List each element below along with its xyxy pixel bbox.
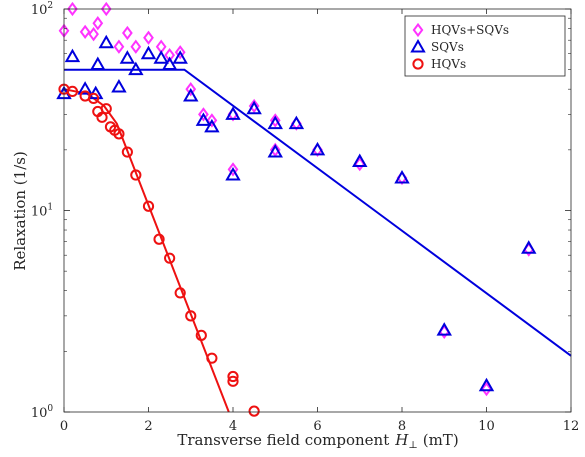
diamond-point xyxy=(67,1,78,17)
y-axis-label-group: Relaxation (1/s) xyxy=(11,151,29,271)
triangle-point xyxy=(98,34,114,49)
triangle-point xyxy=(478,377,495,392)
diamond-point xyxy=(113,39,125,54)
fit-line-0 xyxy=(64,68,572,357)
triangle-point xyxy=(309,141,326,156)
diamond-point xyxy=(92,16,104,31)
fit-line-1 xyxy=(63,88,230,413)
y-tick-label-0: 100 xyxy=(31,404,54,421)
y-axis-label: Relaxation (1/s) xyxy=(11,151,29,271)
diamond-point xyxy=(143,30,154,45)
x-axis-label-subscript: ⊥ xyxy=(408,440,417,451)
x-tick-label-4: 8 xyxy=(398,419,406,434)
circle-point xyxy=(130,169,142,181)
diamond-point xyxy=(130,39,142,54)
legend-marker-diamond xyxy=(412,22,424,38)
triangle-point xyxy=(204,118,220,133)
legend-label-diamond: HQVs+SQVs xyxy=(431,23,509,37)
legend-label-circle: HQVs xyxy=(431,57,466,71)
diamond-point xyxy=(164,48,175,63)
legend: HQVs+SQVs SQVs HQVs xyxy=(404,15,566,77)
circle-point xyxy=(142,200,155,212)
diamond-point xyxy=(88,27,99,42)
diamond-point xyxy=(481,381,492,397)
triangle-point xyxy=(246,100,262,115)
diamond-point xyxy=(100,1,112,17)
triangle-point xyxy=(153,50,169,64)
triangle-point xyxy=(140,45,157,60)
diamond-point xyxy=(121,25,133,41)
y-tick-label-1: 101 xyxy=(31,203,53,220)
triangle-point xyxy=(172,50,188,64)
circle-point xyxy=(66,85,79,98)
triangle-point xyxy=(119,50,136,64)
series-triangle xyxy=(56,34,537,392)
legend-box xyxy=(404,15,566,77)
circle-point xyxy=(174,287,186,299)
triangle-point xyxy=(195,112,212,126)
circle-point xyxy=(227,375,239,387)
series-circle xyxy=(58,83,260,417)
triangle-point xyxy=(111,79,127,93)
x-tick-label-1: 2 xyxy=(144,419,152,434)
circle-point xyxy=(195,329,207,341)
diamond-point xyxy=(269,113,281,128)
triangle-point xyxy=(161,56,178,71)
triangle-point xyxy=(64,48,81,63)
triangle-point xyxy=(183,87,199,102)
x-tick-label-5: 10 xyxy=(478,419,495,434)
triangle-point xyxy=(267,115,283,130)
circle-point xyxy=(121,146,133,158)
x-axis-label: Transverse field component H⊥ (mT) xyxy=(177,431,458,451)
circle-point xyxy=(227,370,239,383)
circle-point xyxy=(164,252,176,264)
diamond-point xyxy=(227,162,239,177)
circle-point xyxy=(113,128,125,140)
triangle-point xyxy=(288,115,305,130)
fit-lines xyxy=(63,68,572,413)
y-tick-label-2: 102 xyxy=(31,1,53,18)
x-axis-label-text: Transverse field component xyxy=(177,431,389,449)
legend-marker-triangle xyxy=(410,38,426,53)
data-points xyxy=(56,1,537,417)
axis-ticks: 0 2 4 6 8 10 12 100 101 102 xyxy=(31,1,579,434)
triangle-point xyxy=(436,322,452,336)
circle-point xyxy=(100,103,112,115)
x-axis-label-unit: (mT) xyxy=(423,431,459,449)
x-tick-label-3: 6 xyxy=(313,419,321,434)
circle-point xyxy=(185,310,197,322)
circle-point xyxy=(96,111,108,123)
circle-point xyxy=(153,233,165,245)
x-tick-label-2: 4 xyxy=(229,419,237,434)
legend-marker-circle xyxy=(412,58,424,70)
diamond-point xyxy=(198,107,209,122)
diamond-point xyxy=(206,113,218,128)
triangle-point xyxy=(225,167,241,181)
triangle-point xyxy=(128,61,144,76)
diamond-point xyxy=(248,98,260,114)
diamond-point xyxy=(174,45,186,60)
diamond-point xyxy=(79,24,91,40)
x-tick-label-0: 0 xyxy=(60,419,68,434)
circle-point xyxy=(248,405,260,417)
triangle-point xyxy=(77,81,93,95)
legend-label-triangle: SQVs xyxy=(431,40,464,54)
x-tick-label-6: 12 xyxy=(563,419,580,434)
triangle-point xyxy=(225,106,241,120)
triangle-point xyxy=(352,153,368,168)
triangle-point xyxy=(267,144,283,158)
circle-point xyxy=(206,352,218,364)
diamond-point xyxy=(269,142,281,158)
triangle-point xyxy=(90,56,106,71)
x-axis-label-symbol: H xyxy=(394,431,409,449)
circle-point xyxy=(87,92,100,105)
diamond-point xyxy=(185,82,197,97)
triangle-point xyxy=(521,240,537,254)
triangle-point xyxy=(394,169,410,184)
